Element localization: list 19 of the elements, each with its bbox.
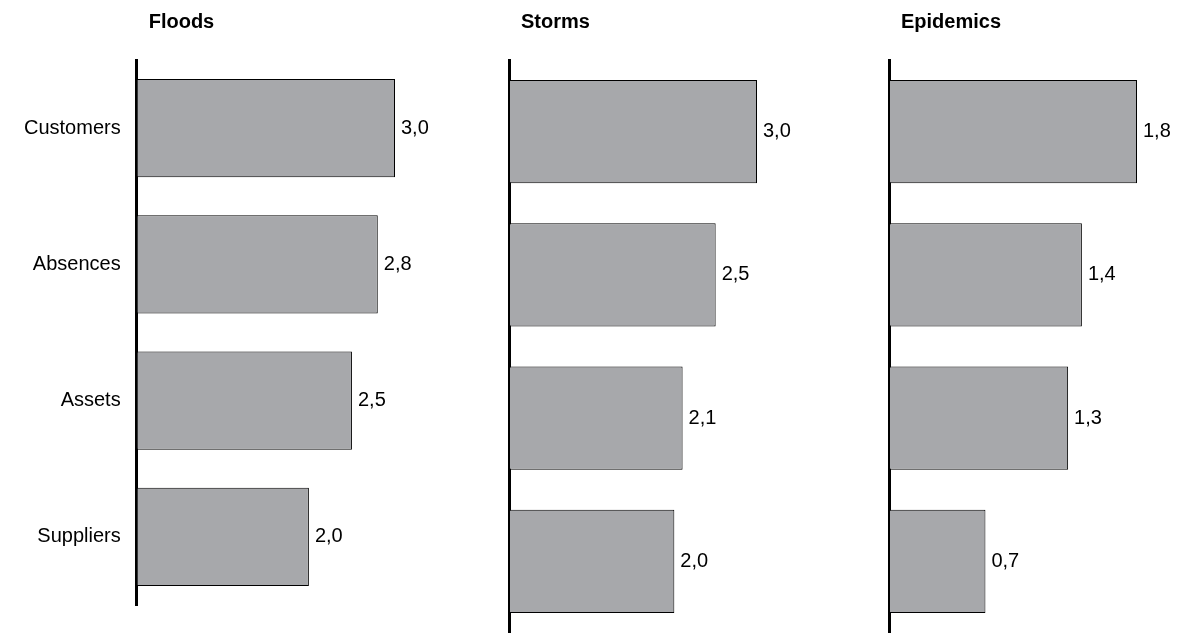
chart-title: Floods [148,9,215,32]
data-label: 2,8 [383,251,412,274]
data-label: 2,0 [314,524,343,547]
data-label: 1,3 [1074,405,1102,428]
y-tick-label: Assets [60,388,121,411]
y-tick-label: Customers [23,115,121,138]
y-tick-label: Absences [32,251,121,274]
data-label: 3,0 [401,115,429,138]
data-label: 2,1 [688,405,717,428]
data-label: 2,0 [680,548,709,571]
chart-title: Storms [521,9,590,32]
data-label: 0,7 [991,548,1020,571]
data-label: 3,0 [763,119,791,142]
chart-title: Epidemics [901,9,1002,32]
data-label: 1,4 [1087,262,1116,285]
data-label: 2,5 [721,262,750,285]
y-tick-label: Suppliers [37,524,121,547]
data-label: 2,5 [357,388,386,411]
data-label: 1,8 [1143,119,1171,142]
